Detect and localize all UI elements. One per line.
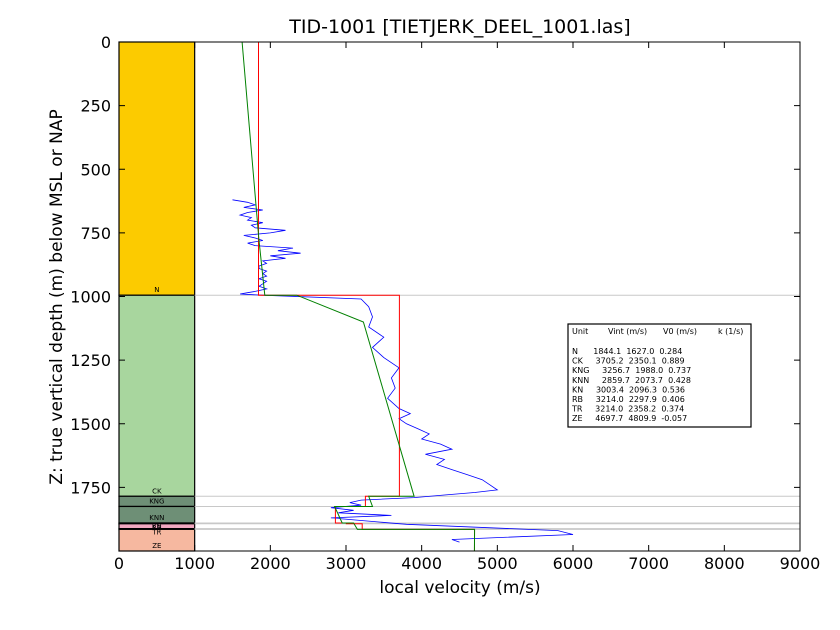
unit-label-rb: RB <box>152 524 162 532</box>
legend-row: KNN 2859.7 2073.7 0.428 <box>572 376 691 385</box>
unit-label-n: N <box>154 286 159 294</box>
unit-label-ze: ZE <box>152 542 161 550</box>
x-tick-label: 8000 <box>704 554 745 573</box>
legend-row: CK 3705.2 2350.1 0.889 <box>572 357 685 366</box>
y-tick-label: 1000 <box>70 288 111 307</box>
unit-band-ck <box>118 294 196 497</box>
legend-row: N 1844.1 1627.0 0.284 <box>572 347 682 356</box>
unit-label-ck: CK <box>152 487 162 495</box>
x-axis-ticks: 0 1000 2000 3000 4000 5000 6000 7000 8000 9000 <box>114 42 820 573</box>
stratigraphic-units <box>118 41 196 552</box>
y-tick-label: 1750 <box>70 478 111 497</box>
x-tick-label: 7000 <box>628 554 669 573</box>
unit-label-tr: TR <box>151 529 161 537</box>
x-tick-label: 9000 <box>780 554 821 573</box>
legend-row: ZE 4697.7 4809.9 -0.057 <box>572 414 687 423</box>
legend-row: TR 3214.0 2358.2 0.374 <box>571 405 684 414</box>
series-linear <box>241 41 476 552</box>
unit-label-kn: KN <box>152 523 162 531</box>
y-axis-label: Z: true vertical depth (m) below MSL or … <box>47 109 67 484</box>
x-tick-label: 6000 <box>553 554 594 573</box>
series-step <box>258 42 475 551</box>
x-tick-label: 1000 <box>174 554 215 573</box>
legend-header-cell: k (1/s) <box>718 327 743 336</box>
y-tick-label: 750 <box>80 224 111 243</box>
x-tick-label: 4000 <box>401 554 442 573</box>
plot-frame <box>118 41 801 552</box>
unit-label-knn: KNN <box>149 514 164 522</box>
y-tick-label: 0 <box>101 33 111 52</box>
x-tick-label: 2000 <box>250 554 291 573</box>
legend-row: RB 3214.0 2297.9 0.406 <box>572 395 685 404</box>
x-tick-label: 5000 <box>477 554 518 573</box>
unit-label-kng: KNG <box>149 497 164 505</box>
y-tick-label: 250 <box>80 97 111 116</box>
series-lines <box>232 41 574 552</box>
y-axis-ticks: 0 250 500 750 1000 1250 1500 1750 <box>70 33 800 497</box>
unit-band-n <box>118 41 196 296</box>
legend-box <box>567 323 752 428</box>
y-tick-label: 1500 <box>70 415 111 434</box>
legend: Unit Vint (m/s) V0 (m/s) k (1/s) N 1844.1 16… <box>567 323 752 428</box>
legend-row: KN 3003.4 2096.3 0.536 <box>572 385 685 394</box>
x-tick-label: 3000 <box>326 554 367 573</box>
x-tick-label: 0 <box>114 554 124 573</box>
legend-row: KNG 3256.7 1988.0 0.737 <box>572 366 691 375</box>
chart-title: TID-1001 [TIETJERK_DEEL_1001.las] <box>288 16 630 38</box>
legend-header-cell: V0 (m/s) <box>663 327 697 336</box>
y-tick-label: 1250 <box>70 351 111 370</box>
series-log <box>232 199 574 543</box>
x-axis-label: local velocity (m/s) <box>379 578 540 598</box>
y-tick-label: 500 <box>80 160 111 179</box>
legend-header-cell: Unit <box>572 327 588 336</box>
legend-header-cell: Vint (m/s) <box>608 327 647 336</box>
